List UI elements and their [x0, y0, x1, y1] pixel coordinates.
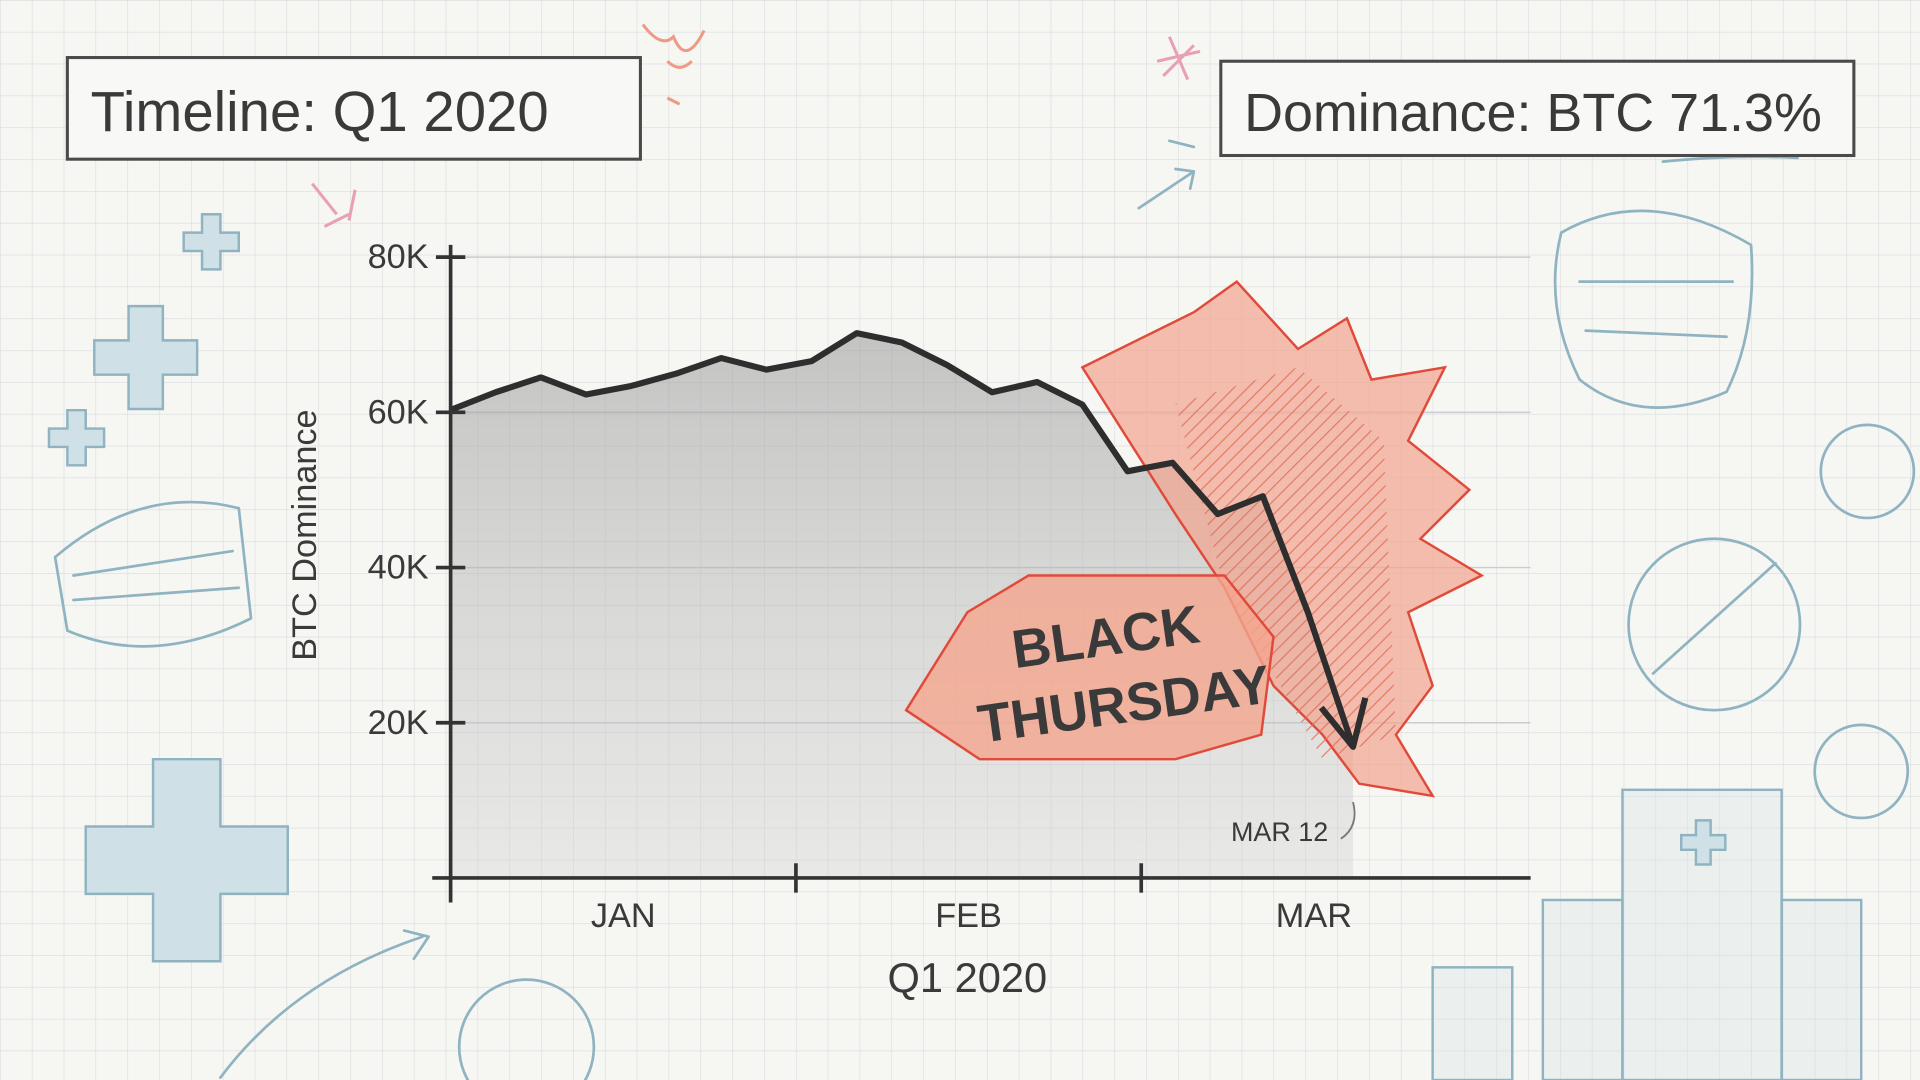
y-tick-label: 80K: [368, 238, 429, 276]
y-axis-label: BTC Dominance: [286, 409, 324, 660]
plot: 20K 40K 60K 80K JAN FEB MAR Q1 2020 BTC Dominanc…: [286, 238, 1531, 1001]
x-axis-label: Q1 2020: [887, 954, 1047, 1001]
timeline-label: Timeline: Q1 2020: [91, 80, 549, 143]
dominance-label: Dominance: BTC 71.3%: [1244, 83, 1822, 143]
dominance-box: [1219, 59, 1856, 158]
event-splash: [904, 574, 1275, 761]
decorations: [47, 23, 1916, 1080]
y-tick-label: 40K: [368, 549, 429, 587]
event-date: MAR 12: [1231, 817, 1328, 847]
crash-arrowhead: [1318, 697, 1369, 750]
y-tick-label: 60K: [368, 393, 429, 431]
line: [449, 330, 1356, 748]
event-date-pointer: [1340, 801, 1356, 840]
y-tick-label: 20K: [368, 704, 429, 742]
timeline-box: [65, 56, 642, 161]
x-tick-label: MAR: [1276, 897, 1352, 935]
x-tick-label: FEB: [935, 897, 1002, 935]
x-tick-label: JAN: [591, 897, 656, 935]
